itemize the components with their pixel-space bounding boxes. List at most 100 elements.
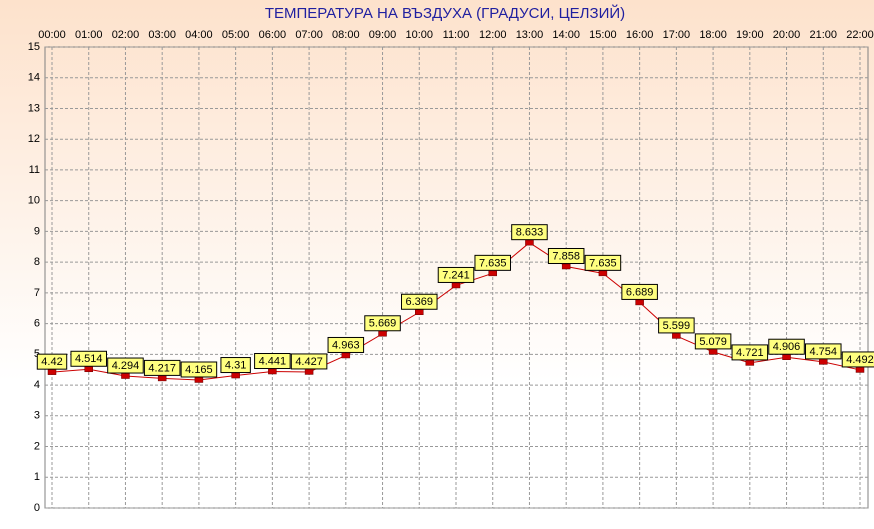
marker — [819, 359, 828, 365]
data-label-box — [547, 247, 585, 264]
data-label: 6.689 — [626, 286, 654, 298]
marker — [488, 270, 497, 277]
marker — [525, 239, 534, 246]
data-label-box — [36, 353, 68, 370]
data-label: 5.079 — [699, 336, 727, 348]
data-label: 7.635 — [479, 257, 507, 269]
data-label: 6.369 — [406, 296, 434, 308]
data-label-box — [841, 351, 874, 368]
y-tick-label: 2 — [34, 440, 40, 452]
marker — [304, 369, 314, 375]
marker — [157, 375, 167, 382]
data-label: 4.31 — [225, 359, 246, 371]
y-tick-label: 4 — [34, 379, 40, 391]
x-tick-label: 00:00 — [38, 29, 66, 41]
x-tick-label: 14:00 — [552, 29, 580, 41]
data-label-box — [220, 357, 251, 374]
data-label: 4.217 — [148, 362, 176, 374]
data-label: 4.294 — [112, 360, 140, 372]
data-label: 5.669 — [369, 318, 397, 330]
x-tick-label: 22:00 — [846, 29, 874, 41]
data-label: 7.635 — [589, 257, 617, 269]
data-label-box — [731, 344, 769, 361]
y-tick-label: 6 — [34, 318, 40, 330]
x-tick-label: 20:00 — [773, 29, 801, 41]
data-label: 7.241 — [442, 269, 470, 281]
marker — [598, 270, 608, 277]
x-tick-label: 06:00 — [259, 29, 287, 41]
data-label-box — [143, 359, 181, 376]
x-tick-label: 04:00 — [185, 29, 213, 41]
data-label: 4.754 — [810, 346, 838, 358]
marker — [745, 360, 755, 366]
data-label-box — [254, 353, 291, 370]
marker — [47, 369, 57, 375]
data-label: 7.858 — [552, 250, 580, 262]
x-tick-label: 07:00 — [295, 29, 323, 41]
data-label-box — [658, 317, 695, 334]
data-label: 5.599 — [663, 320, 691, 332]
data-label: 4.42 — [41, 356, 62, 368]
data-label-box — [70, 350, 107, 367]
marker — [378, 331, 387, 337]
data-label-box — [364, 315, 401, 332]
marker — [451, 282, 461, 289]
x-tick-label: 16:00 — [626, 29, 654, 41]
data-label: 8.633 — [516, 227, 544, 239]
marker — [855, 367, 865, 373]
data-label-box — [437, 266, 475, 283]
data-label-box — [584, 254, 622, 271]
y-tick-label: 1 — [34, 471, 40, 483]
data-label-box — [474, 254, 511, 271]
data-label-box — [694, 333, 732, 350]
marker — [231, 372, 240, 379]
marker — [84, 366, 93, 373]
x-tick-label: 17:00 — [663, 29, 691, 41]
marker — [194, 377, 204, 383]
data-label: 4.441 — [259, 355, 287, 367]
chart-title: ТЕМПЕРАТУРА НА ВЪЗДУХА (ГРАДУСИ, ЦЕЛЗИЙ) — [265, 4, 625, 22]
y-tick-label: 12 — [28, 133, 40, 145]
x-tick-label: 12:00 — [479, 29, 507, 41]
data-label: 4.514 — [75, 353, 103, 365]
y-tick-label: 0 — [34, 502, 40, 514]
data-label: 4.427 — [295, 356, 323, 368]
x-tick-label: 02:00 — [112, 29, 140, 41]
marker — [121, 373, 130, 379]
marker — [415, 309, 424, 316]
data-label: 4.492 — [846, 354, 874, 366]
data-label-box — [401, 293, 438, 310]
x-tick-label: 05:00 — [222, 29, 250, 41]
x-tick-label: 21:00 — [810, 29, 838, 41]
data-label: 4.963 — [332, 339, 360, 351]
marker — [635, 299, 644, 306]
data-label-box — [621, 283, 658, 300]
y-tick-label: 7 — [34, 287, 40, 299]
y-tick-label: 11 — [29, 164, 40, 176]
x-tick-label: 13:00 — [516, 29, 544, 41]
y-tick-label: 9 — [34, 225, 40, 237]
x-tick-label: 01:00 — [75, 29, 103, 41]
x-tick-label: 11:00 — [443, 29, 470, 41]
x-tick-label: 03:00 — [148, 29, 176, 41]
data-label-box — [180, 361, 218, 378]
marker — [672, 333, 681, 339]
x-tick-label: 18:00 — [699, 29, 727, 41]
data-label-box — [290, 353, 328, 370]
y-tick-label: 15 — [28, 41, 40, 53]
y-tick-label: 3 — [34, 410, 40, 422]
y-tick-label: 13 — [28, 102, 40, 114]
x-tick-label: 09:00 — [369, 29, 397, 41]
x-tick-label: 19:00 — [736, 29, 764, 41]
y-tick-label: 14 — [28, 72, 40, 84]
data-label: 4.721 — [736, 347, 764, 359]
data-label: 4.906 — [773, 341, 801, 353]
data-label-box — [107, 357, 144, 374]
marker — [268, 368, 277, 375]
data-label-box — [511, 224, 548, 241]
data-label-box — [768, 338, 805, 355]
x-tick-label: 15:00 — [589, 29, 617, 41]
x-tick-label: 08:00 — [332, 29, 360, 41]
